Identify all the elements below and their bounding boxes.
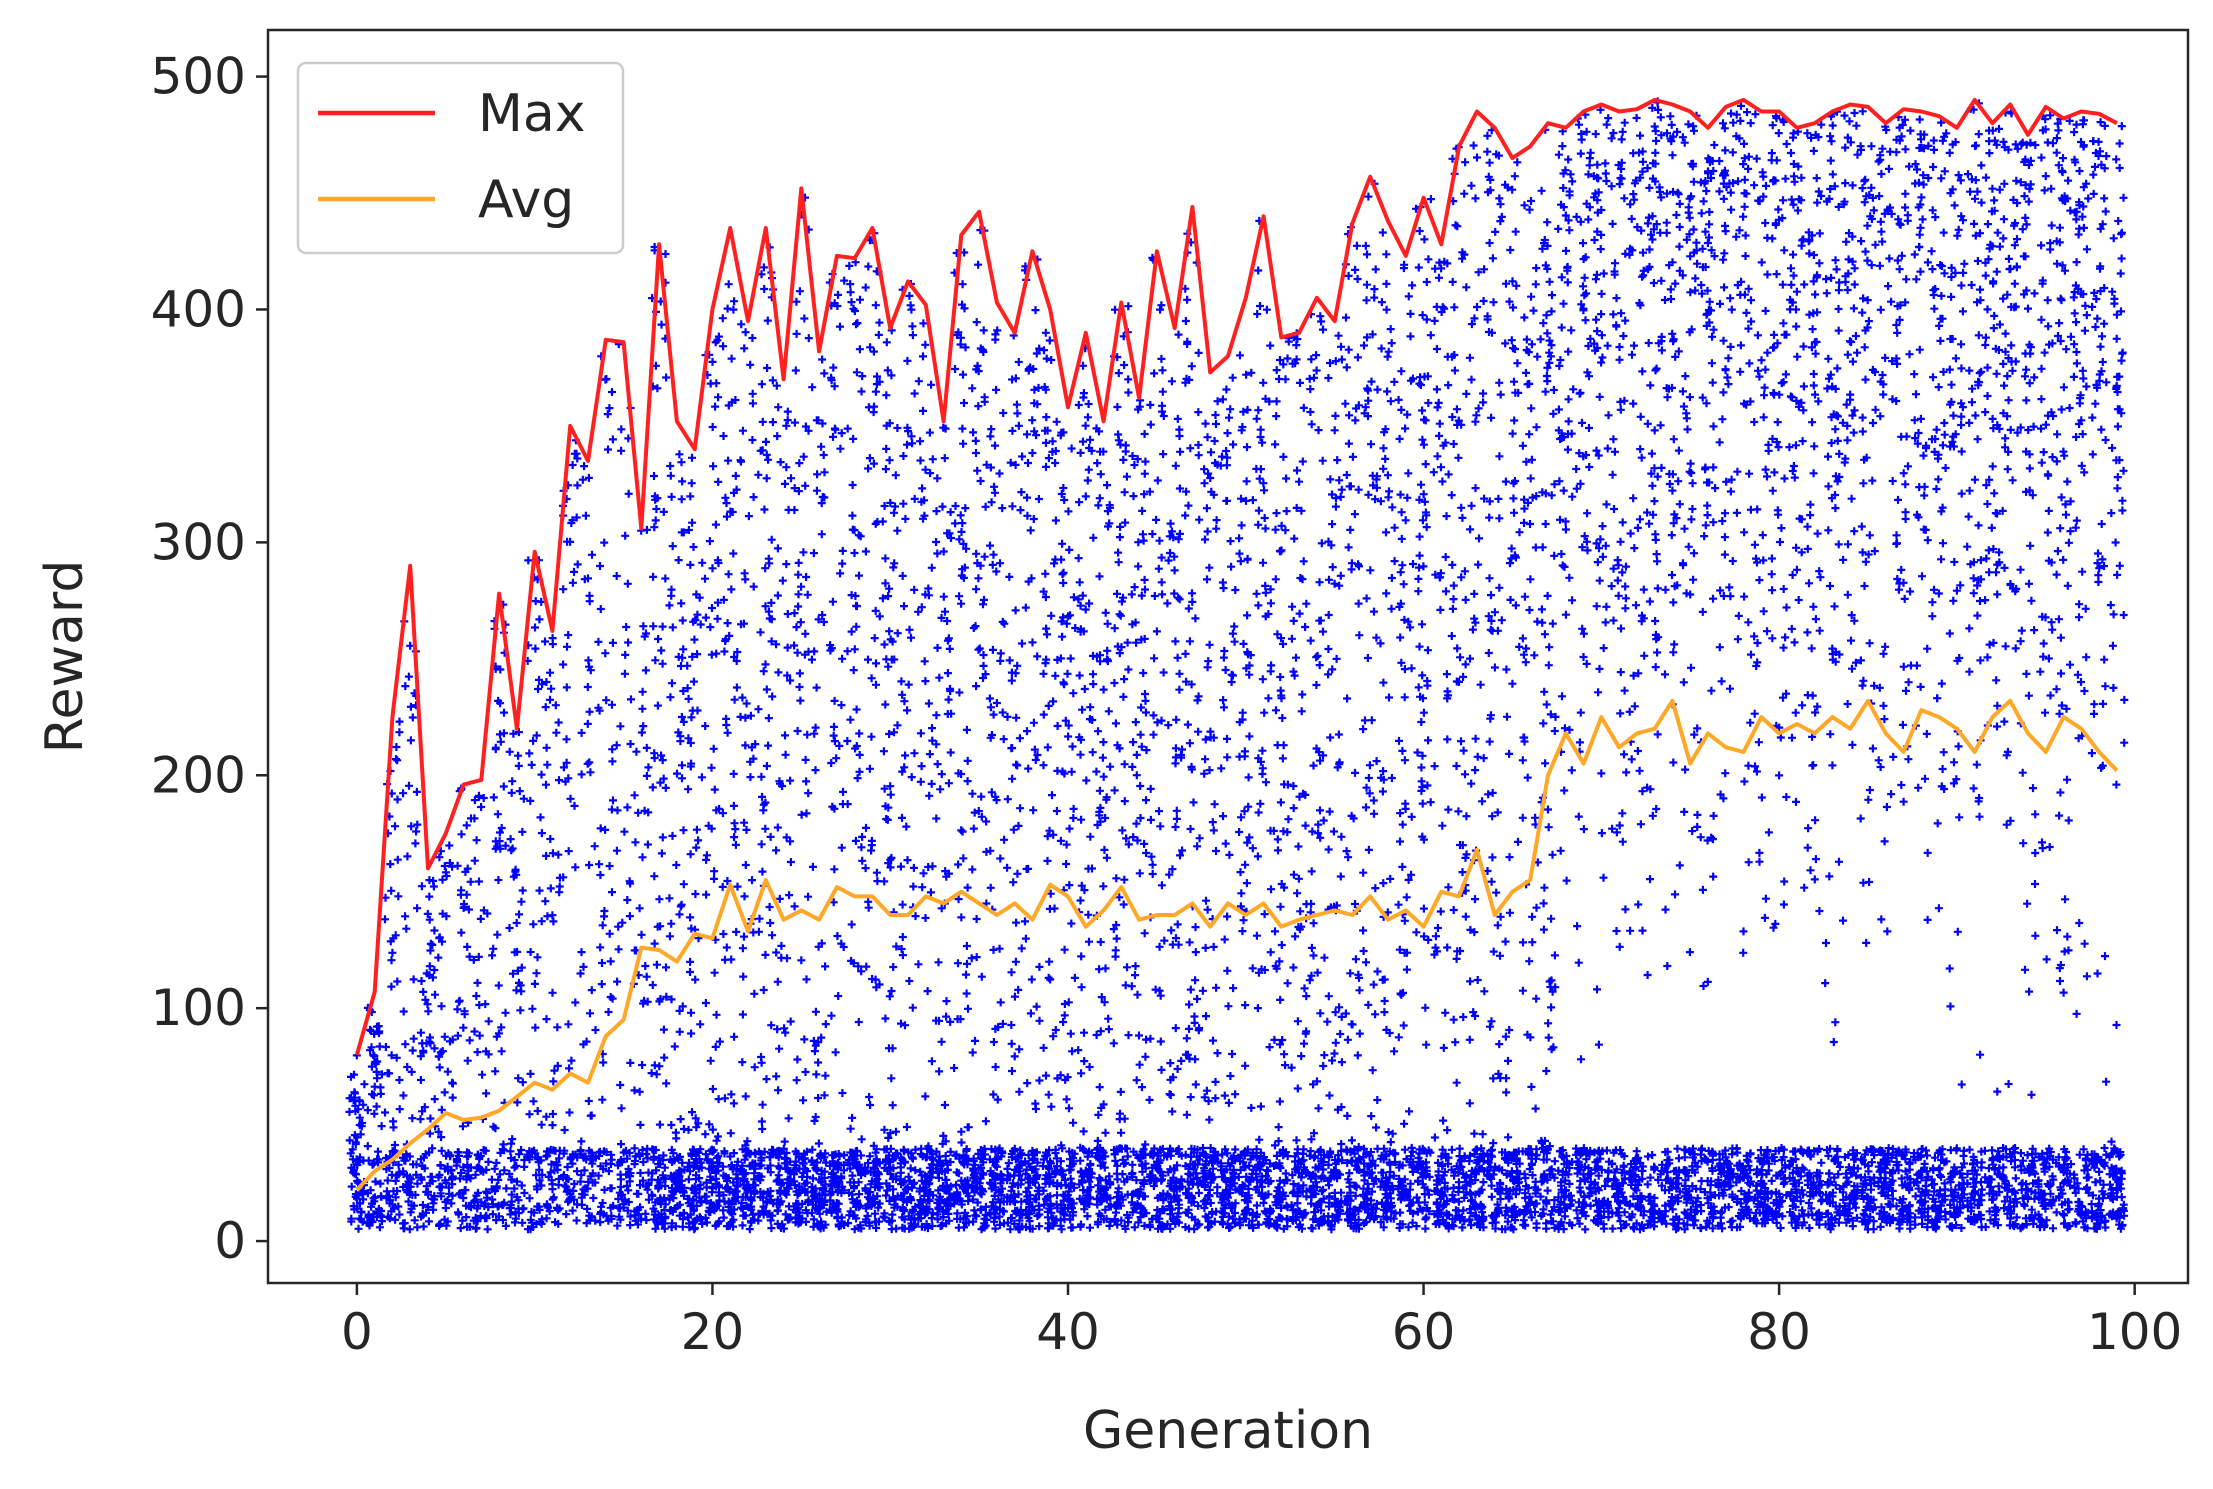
legend-label-max: Max xyxy=(478,84,586,144)
y-tick-label: 0 xyxy=(214,1212,246,1270)
x-axis: 0 20 40 60 80 100 xyxy=(341,1283,2182,1361)
x-tick-label: 100 xyxy=(2087,1303,2182,1361)
series-line-avg xyxy=(355,698,2119,1192)
series-line-max xyxy=(354,97,2118,1056)
legend: Max Avg xyxy=(296,61,625,255)
legend-box xyxy=(296,61,625,255)
x-tick-label: 0 xyxy=(341,1303,373,1361)
plot-frame xyxy=(266,28,2190,1285)
y-tick-label: 500 xyxy=(151,48,246,106)
x-tick-label: 60 xyxy=(1392,1303,1456,1361)
scatter-point-cloud xyxy=(345,97,2129,1234)
y-tick-label: 400 xyxy=(151,280,246,338)
y-tick-label: 300 xyxy=(151,513,246,571)
y-tick-label: 200 xyxy=(151,746,246,804)
x-axis-label: Generation xyxy=(1083,1401,1373,1461)
legend-label-avg: Avg xyxy=(478,170,574,230)
x-tick-label: 20 xyxy=(681,1303,745,1361)
x-tick-label: 40 xyxy=(1036,1303,1100,1361)
y-axis: 0 100 200 300 400 500 xyxy=(151,48,268,1270)
scatter-points xyxy=(345,97,2129,1234)
y-tick-label: 100 xyxy=(151,979,246,1037)
y-axis-label: Reward xyxy=(35,560,95,754)
series-lines xyxy=(354,97,2119,1192)
x-tick-label: 80 xyxy=(1747,1303,1811,1361)
